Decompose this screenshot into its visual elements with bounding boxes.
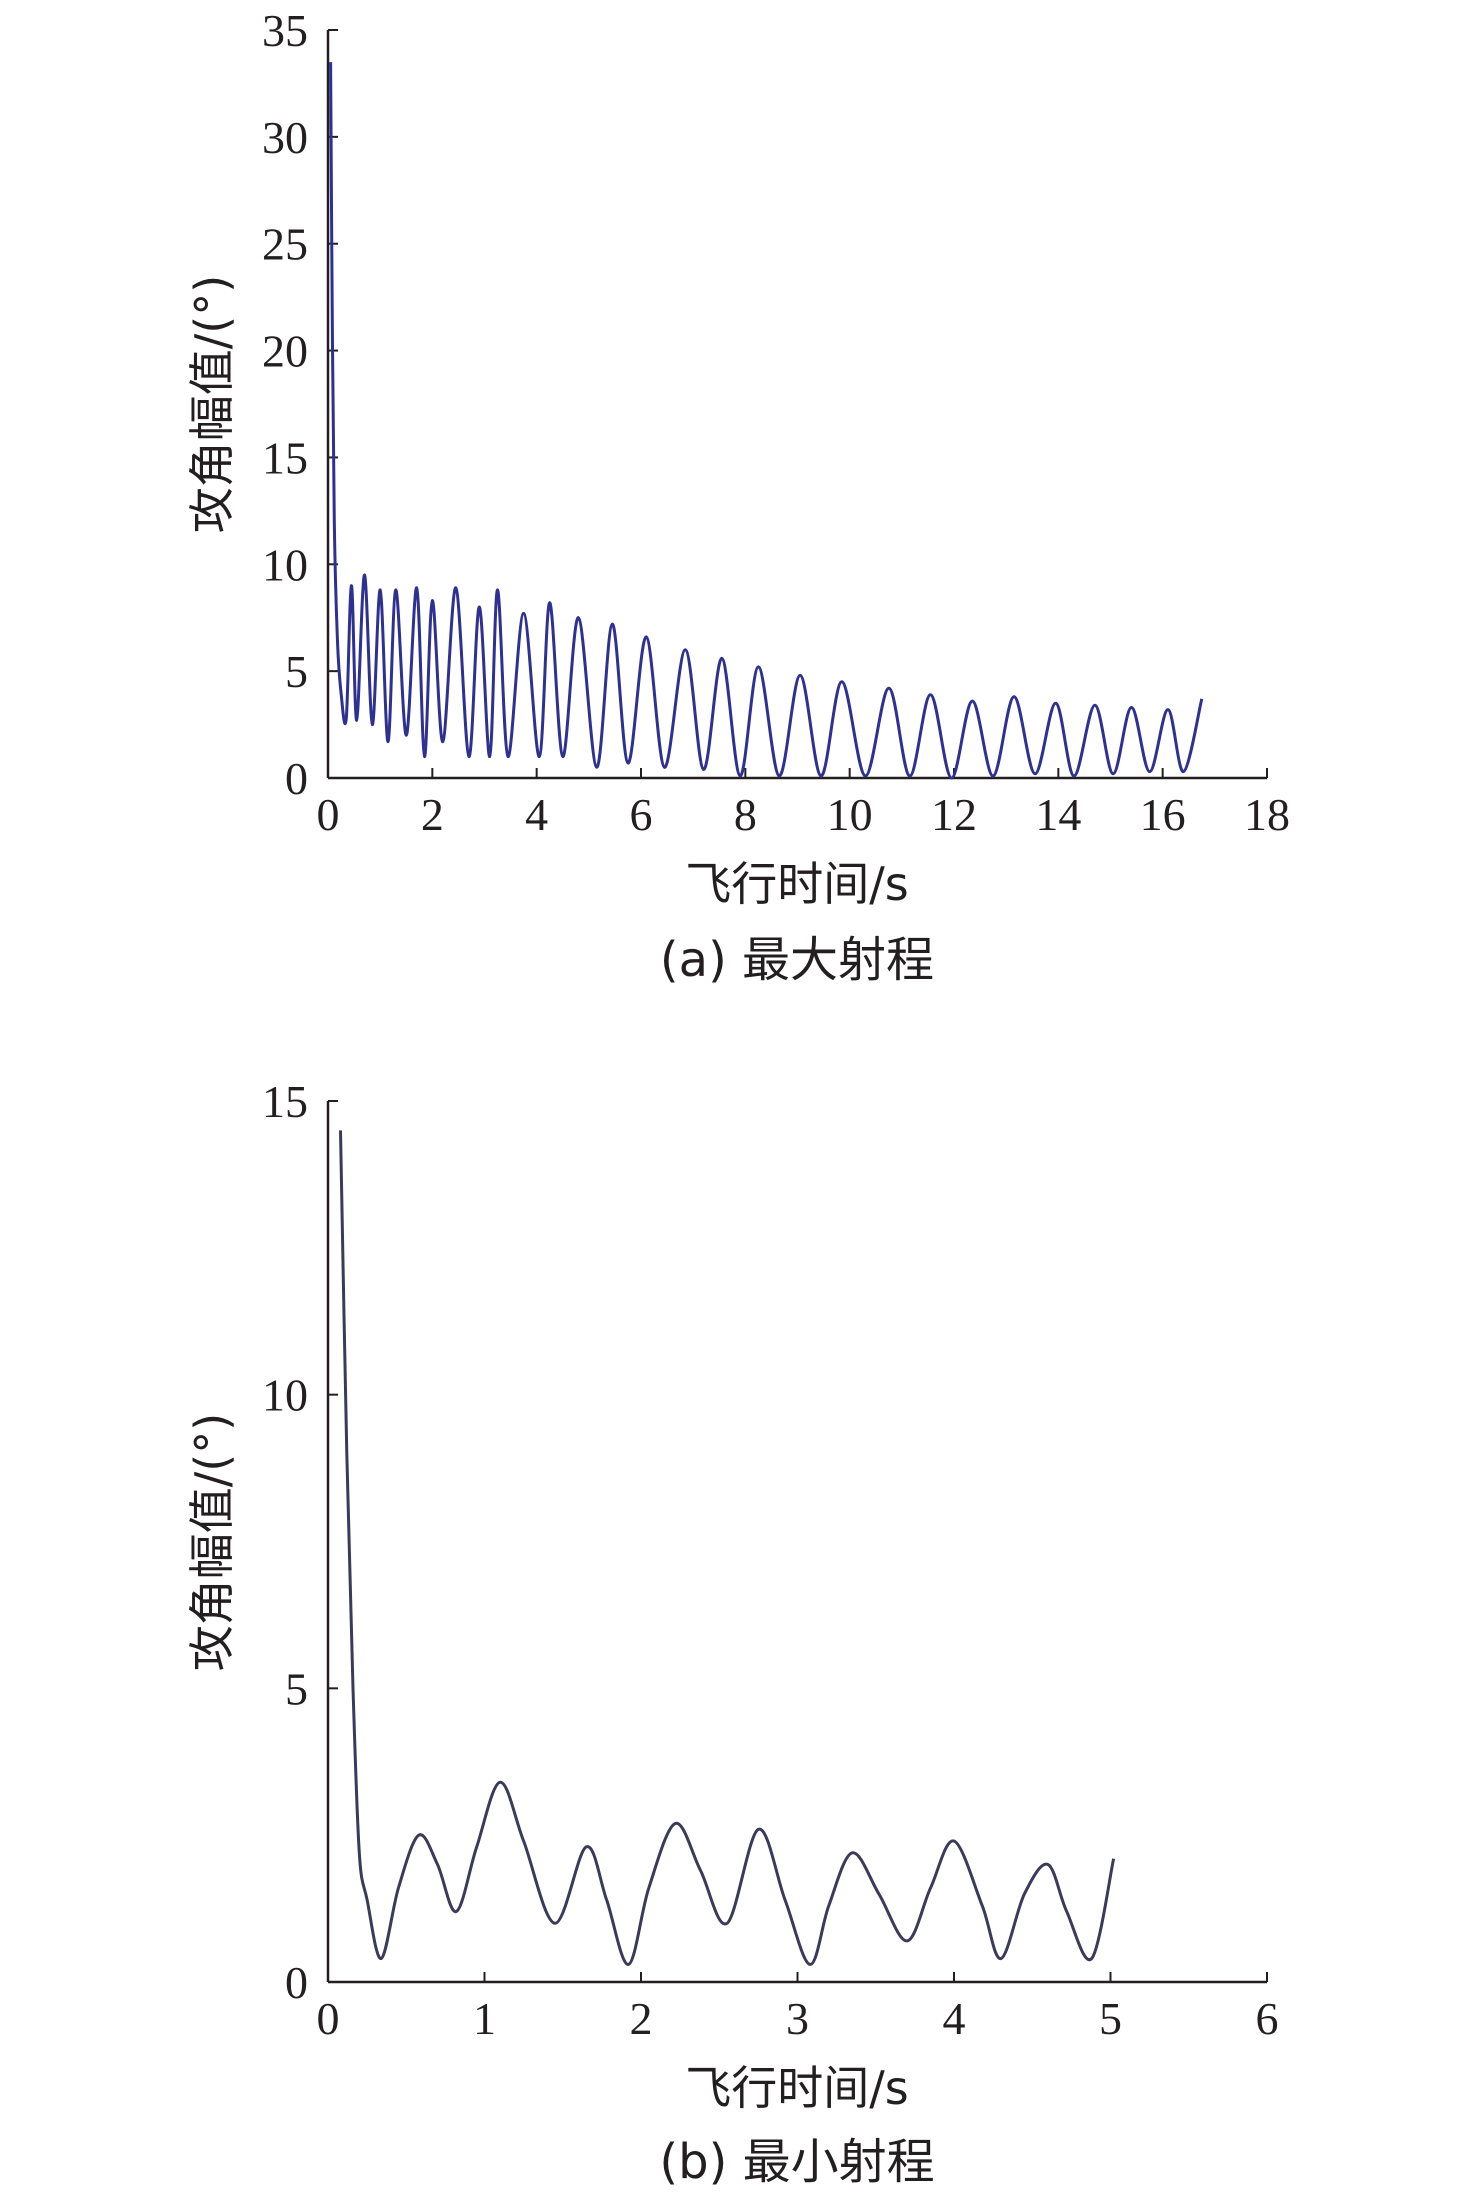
x-tick-label: 12 [931,789,977,840]
chart-a-y-ticks: 0 5 10 15 20 25 30 35 [262,5,338,804]
x-tick-label: 6 [630,789,653,840]
y-tick-label: 0 [285,1957,308,2008]
x-tick-label: 4 [943,1993,966,2044]
y-tick-label: 5 [285,646,308,697]
y-tick-label: 5 [285,1663,308,1714]
x-tick-label: 6 [1256,1993,1279,2044]
x-tick-label: 14 [1035,789,1081,840]
chart-a-y-axis-title: 攻角幅值/(°) [185,275,239,533]
chart-b-x-axis-title: 飞行时间/s [685,2061,908,2115]
chart-a-series-line [329,62,1204,780]
chart-a: 0 2 4 6 8 10 12 14 16 18 0 5 10 15 20 25 30 35 飞行时间/s 攻角… [185,5,1290,988]
chart-b-series-line [339,1130,1116,1966]
chart-b: 0 1 2 3 4 5 6 0 5 10 15 飞行时间/s 攻角幅值/(°) (b) 最小射程 [185,1076,1279,2190]
x-tick-label: 18 [1244,789,1290,840]
y-tick-label: 30 [262,112,308,163]
x-tick-label: 8 [734,789,757,840]
y-tick-label: 15 [262,432,308,483]
x-tick-label: 10 [827,789,873,840]
y-tick-label: 20 [262,326,308,377]
y-tick-label: 15 [262,1076,308,1127]
x-tick-label: 0 [317,1993,340,2044]
chart-a-x-ticks: 0 2 4 6 8 10 12 14 16 18 [317,768,1290,840]
y-tick-label: 10 [262,539,308,590]
chart-b-x-ticks: 0 1 2 3 4 5 6 [317,1972,1279,2044]
x-tick-label: 3 [786,1993,809,2044]
y-tick-label: 10 [262,1370,308,1421]
x-tick-label: 4 [525,789,548,840]
x-tick-label: 1 [473,1993,496,2044]
y-tick-label: 0 [285,753,308,804]
x-tick-label: 5 [1099,1993,1122,2044]
chart-b-y-ticks: 0 5 10 15 [262,1076,338,2008]
x-tick-label: 16 [1140,789,1186,840]
y-tick-label: 25 [262,219,308,270]
chart-b-y-axis-title: 攻角幅值/(°) [185,1413,239,1671]
y-tick-label: 35 [262,5,308,56]
x-tick-label: 0 [317,789,340,840]
chart-a-caption: (a) 最大射程 [660,932,934,988]
chart-b-caption: (b) 最小射程 [659,2134,934,2190]
x-tick-label: 2 [421,789,444,840]
chart-a-x-axis-title: 飞行时间/s [685,857,908,911]
x-tick-label: 2 [630,1993,653,2044]
